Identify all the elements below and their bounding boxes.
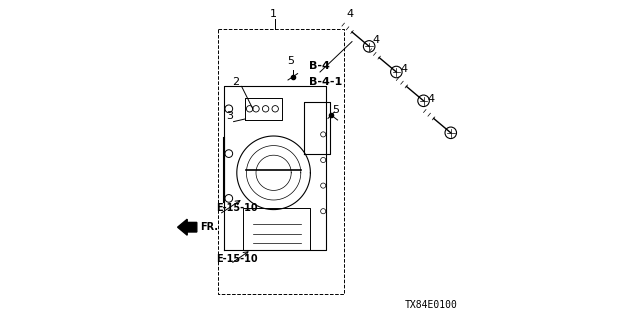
Text: 3: 3 <box>227 111 233 121</box>
Polygon shape <box>178 219 197 235</box>
Text: TX84E0100: TX84E0100 <box>404 300 458 310</box>
Text: E-15-10: E-15-10 <box>216 254 258 264</box>
Text: 1: 1 <box>270 9 277 20</box>
Text: 2: 2 <box>232 76 240 87</box>
Text: 5: 5 <box>332 105 339 116</box>
Text: 4: 4 <box>347 9 354 20</box>
Text: 4: 4 <box>428 94 435 104</box>
Text: B-4-1: B-4-1 <box>309 76 342 87</box>
Text: 5: 5 <box>287 56 294 67</box>
Text: 4: 4 <box>400 64 408 74</box>
Text: B-4: B-4 <box>309 60 330 71</box>
Text: E-15-10: E-15-10 <box>216 203 258 213</box>
Text: 4: 4 <box>372 35 380 45</box>
Text: FR.: FR. <box>200 222 218 232</box>
